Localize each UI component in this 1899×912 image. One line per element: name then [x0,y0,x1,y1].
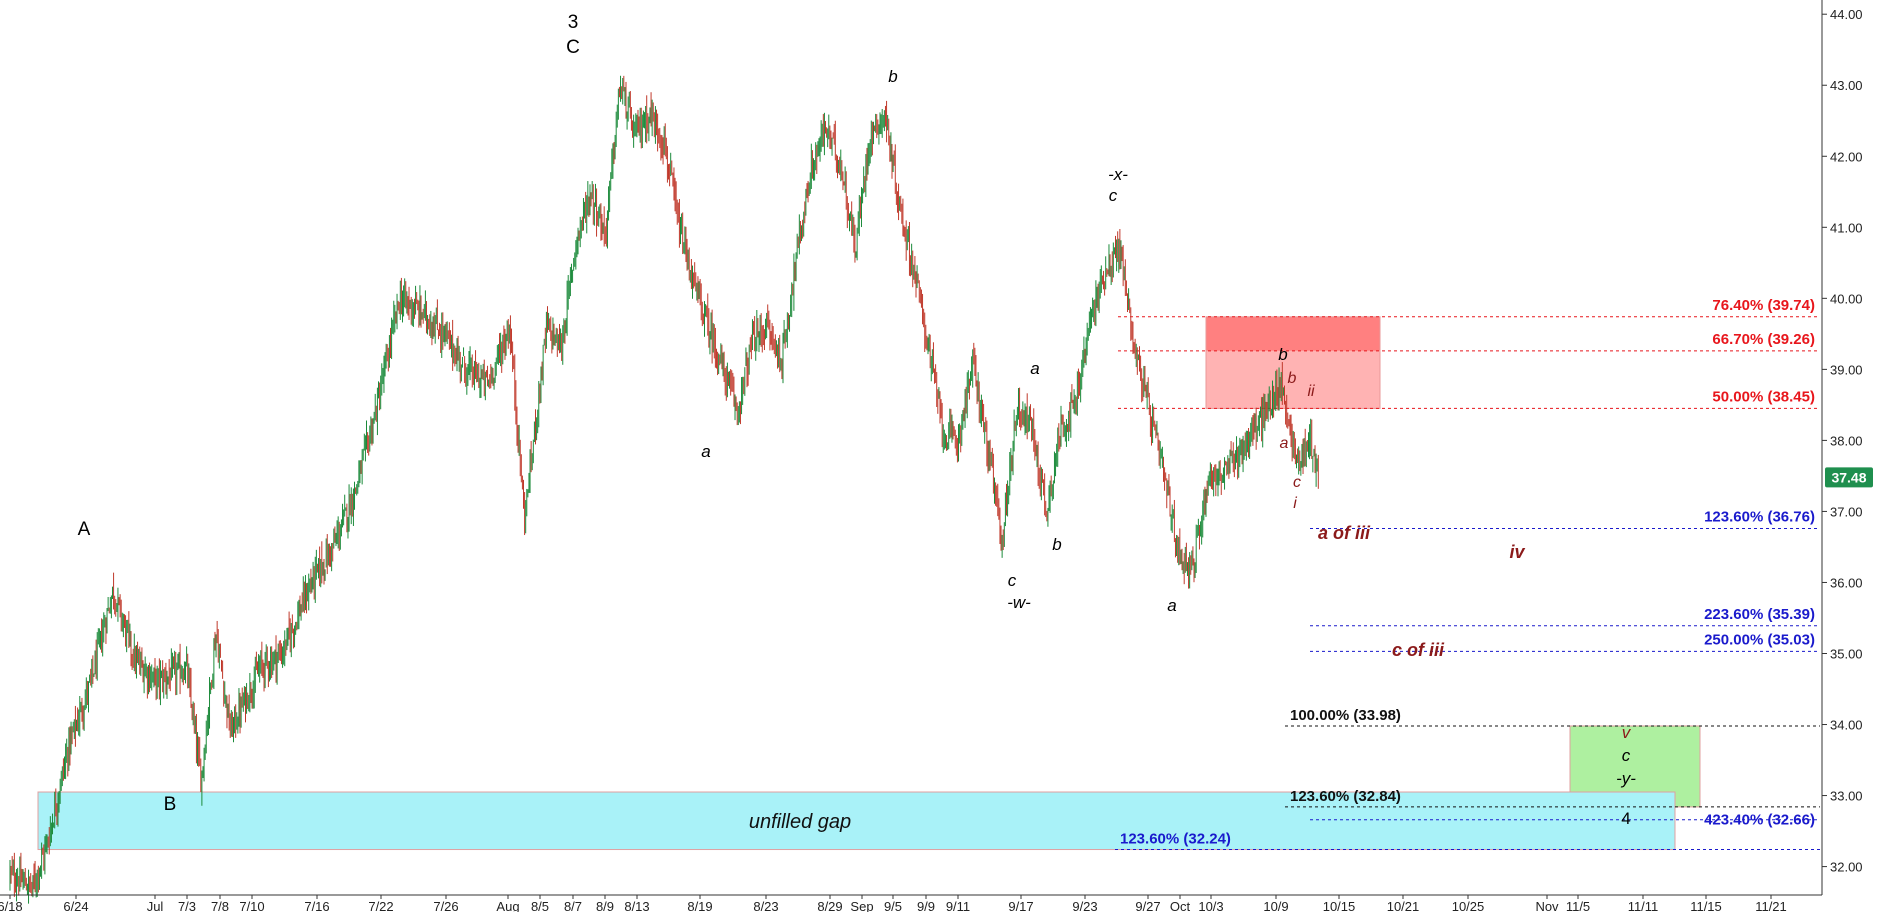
y-tick-label: 39.00 [1830,362,1863,377]
x-tick-label: 11/21 [1755,899,1787,912]
x-tick-label: Aug [496,899,519,912]
y-tick-label: 44.00 [1830,7,1863,22]
fib-level-label: 423.40% (32.66) [1704,812,1815,829]
wave-label: i [1293,495,1297,512]
wave-label: a [701,442,710,461]
y-tick-label: 37.00 [1830,504,1863,519]
x-tick-label: 8/29 [817,899,842,912]
x-tick-label: 8/5 [531,899,549,912]
resistance-zone-upper [1206,316,1380,351]
wave-label: iv [1509,542,1525,562]
wave-label: A [78,519,91,540]
wave-label: c [1008,571,1017,590]
x-tick-label: 11/15 [1690,899,1722,912]
x-tick-label: Sep [850,899,873,912]
x-tick-label: 8/19 [687,899,712,912]
wave-label: b [1278,345,1287,364]
wave-label: 4 [1621,809,1630,828]
y-tick-label: 33.00 [1830,789,1863,804]
resistance-zone-lower [1206,350,1380,409]
x-tick-label: 7/22 [368,899,393,912]
fib-level-label: 100.00% (33.98) [1290,707,1401,724]
x-tick-label: 10/3 [1198,899,1223,912]
wave-label: 3 [568,12,579,33]
fib-level-label: 66.70% (39.26) [1712,331,1815,348]
x-tick-label: 10/25 [1452,899,1485,912]
x-tick-label: 9/17 [1008,899,1033,912]
x-tick-label: 7/10 [239,899,264,912]
x-tick-label: 11/11 [1628,899,1659,912]
y-tick-label: 41.00 [1830,220,1863,235]
x-tick-label: 8/7 [564,899,582,912]
wave-label: a [1030,359,1039,378]
fib-level-label: 123.60% (36.76) [1704,508,1815,525]
wave-label: a [1167,596,1176,615]
x-tick-label: 8/23 [753,899,778,912]
fib-level-label: 250.00% (35.03) [1704,631,1815,648]
x-tick-label: 9/9 [917,899,935,912]
x-tick-label: Jul [147,899,164,912]
x-tick-label: 8/9 [596,899,614,912]
x-tick-label: 7/16 [304,899,329,912]
unfilled-gap-zone [37,791,1676,851]
wave-label: -w- [1007,593,1031,612]
fib-level-label: 123.60% (32.24) [1120,831,1231,848]
y-tick-label: 43.00 [1830,78,1863,93]
y-tick-label: 32.00 [1830,860,1863,875]
x-tick-label: 9/23 [1072,899,1097,912]
x-tick-label: 9/5 [884,899,902,912]
y-tick-label: 42.00 [1830,149,1863,164]
y-tick-label: 36.00 [1830,575,1863,590]
y-tick-label: 38.00 [1830,433,1863,448]
unfilled-gap-label: unfilled gap [749,811,851,833]
x-tick-label: Nov [1535,899,1559,912]
x-tick-label: 6/24 [63,899,88,912]
y-tick-label: 35.00 [1830,646,1863,661]
x-tick-label: 9/27 [1135,899,1160,912]
wave-label: b [888,67,897,86]
wave-label: a of iii [1318,523,1371,543]
wave-label: c [1293,474,1301,491]
wave-label: -y- [1616,769,1636,788]
last-price-badge [1825,467,1873,488]
wave-label: b [1288,370,1297,387]
x-tick-label: 9/11 [946,899,970,912]
fib-level-label: 50.00% (38.45) [1712,388,1815,405]
x-tick-label: Oct [1170,899,1191,912]
wave-label: a [1280,435,1289,452]
wave-label: ii [1307,383,1315,400]
x-tick-label: 10/21 [1387,899,1420,912]
x-tick-label: 7/26 [433,899,458,912]
wave-label: B [164,794,177,815]
wave-label: v [1622,723,1632,742]
x-tick-label: 6/18 [0,899,23,912]
fib-level-label: 123.60% (32.84) [1290,788,1401,805]
x-tick-label: 7/3 [178,899,196,912]
x-tick-label: 10/15 [1323,899,1356,912]
x-tick-label: 8/13 [624,899,649,912]
wave-label: -x- [1108,165,1128,184]
y-tick-label: 40.00 [1830,291,1863,306]
wave-label: c of iii [1392,640,1445,660]
wave-label: c [1622,746,1631,765]
wave-label: C [566,37,580,58]
wave-label: b [1052,535,1061,554]
fib-level-label: 223.60% (35.39) [1704,606,1815,623]
x-tick-label: 7/8 [211,899,229,912]
fib-level-label: 76.40% (39.74) [1712,297,1815,314]
x-tick-label: 11/5 [1566,899,1590,912]
last-price-label: 37.48 [1831,469,1866,485]
y-tick-label: 34.00 [1830,718,1863,733]
x-tick-label: 10/9 [1263,899,1288,912]
wave-label: c [1109,186,1118,205]
